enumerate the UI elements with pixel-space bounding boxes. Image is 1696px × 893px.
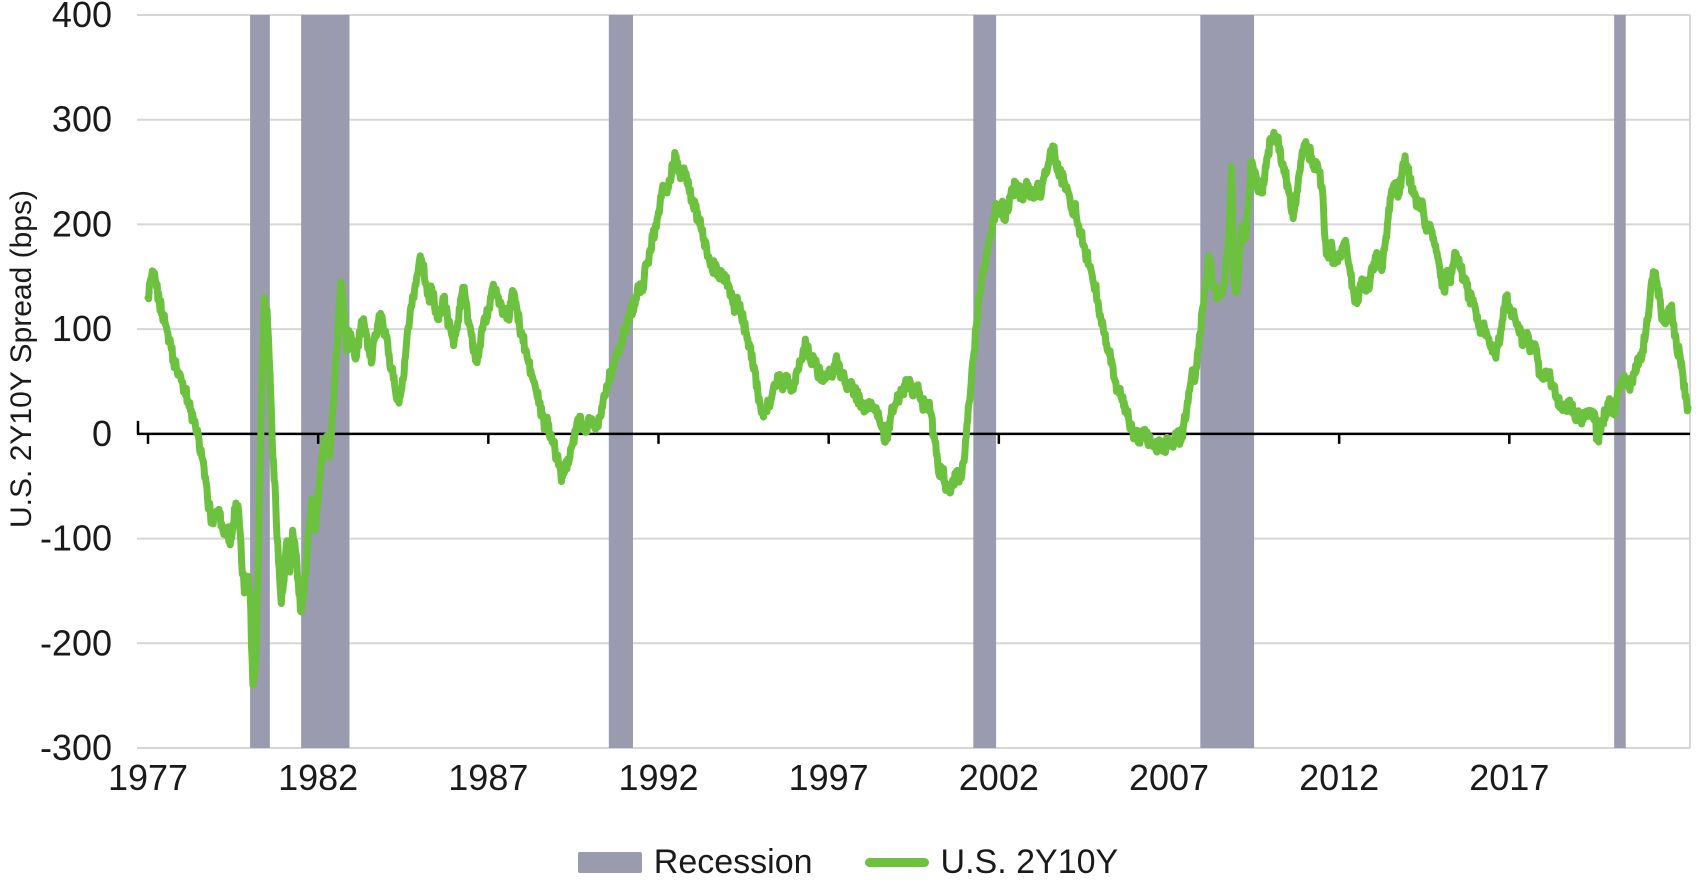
recession-band <box>973 15 997 748</box>
y-tick-label: 200 <box>52 203 112 244</box>
recession-swatch <box>577 851 642 873</box>
x-tick-label: 1992 <box>618 757 698 798</box>
legend-label-recession: Recession <box>653 842 813 881</box>
recession-band <box>301 15 350 748</box>
series-path-us-2y10y <box>144 128 1692 689</box>
x-tick-label: 2012 <box>1299 757 1379 798</box>
recession-band <box>1200 15 1255 748</box>
y-tick-label: 400 <box>52 0 112 35</box>
legend-item-us-2y10y: U.S. 2Y10Y <box>864 842 1119 882</box>
x-tick-label: 2007 <box>1129 757 1209 798</box>
x-tick-label: 1982 <box>278 757 358 798</box>
x-tick-label: 1997 <box>789 757 869 798</box>
x-tick-label: 1987 <box>448 757 528 798</box>
y-tick-label: -200 <box>40 622 112 663</box>
y-tick-label: 0 <box>92 413 112 454</box>
x-tick-label: 1977 <box>108 757 188 798</box>
y-tick-label: -100 <box>40 518 112 559</box>
x-tick-label: 2017 <box>1469 757 1549 798</box>
y-tick-label: -300 <box>40 727 112 768</box>
y-tick-label: 100 <box>52 308 112 349</box>
y-tick-label: 300 <box>52 99 112 140</box>
series-line-swatch <box>864 857 929 867</box>
legend-label-series: U.S. 2Y10Y <box>940 842 1119 881</box>
chart-legend: Recession U.S. 2Y10Y <box>0 838 1696 886</box>
x-tick-label: 2002 <box>959 757 1039 798</box>
legend-item-recession: Recession <box>577 842 813 882</box>
y-axis-title: U.S. 2Y10Y Spread (bps) <box>5 190 38 528</box>
